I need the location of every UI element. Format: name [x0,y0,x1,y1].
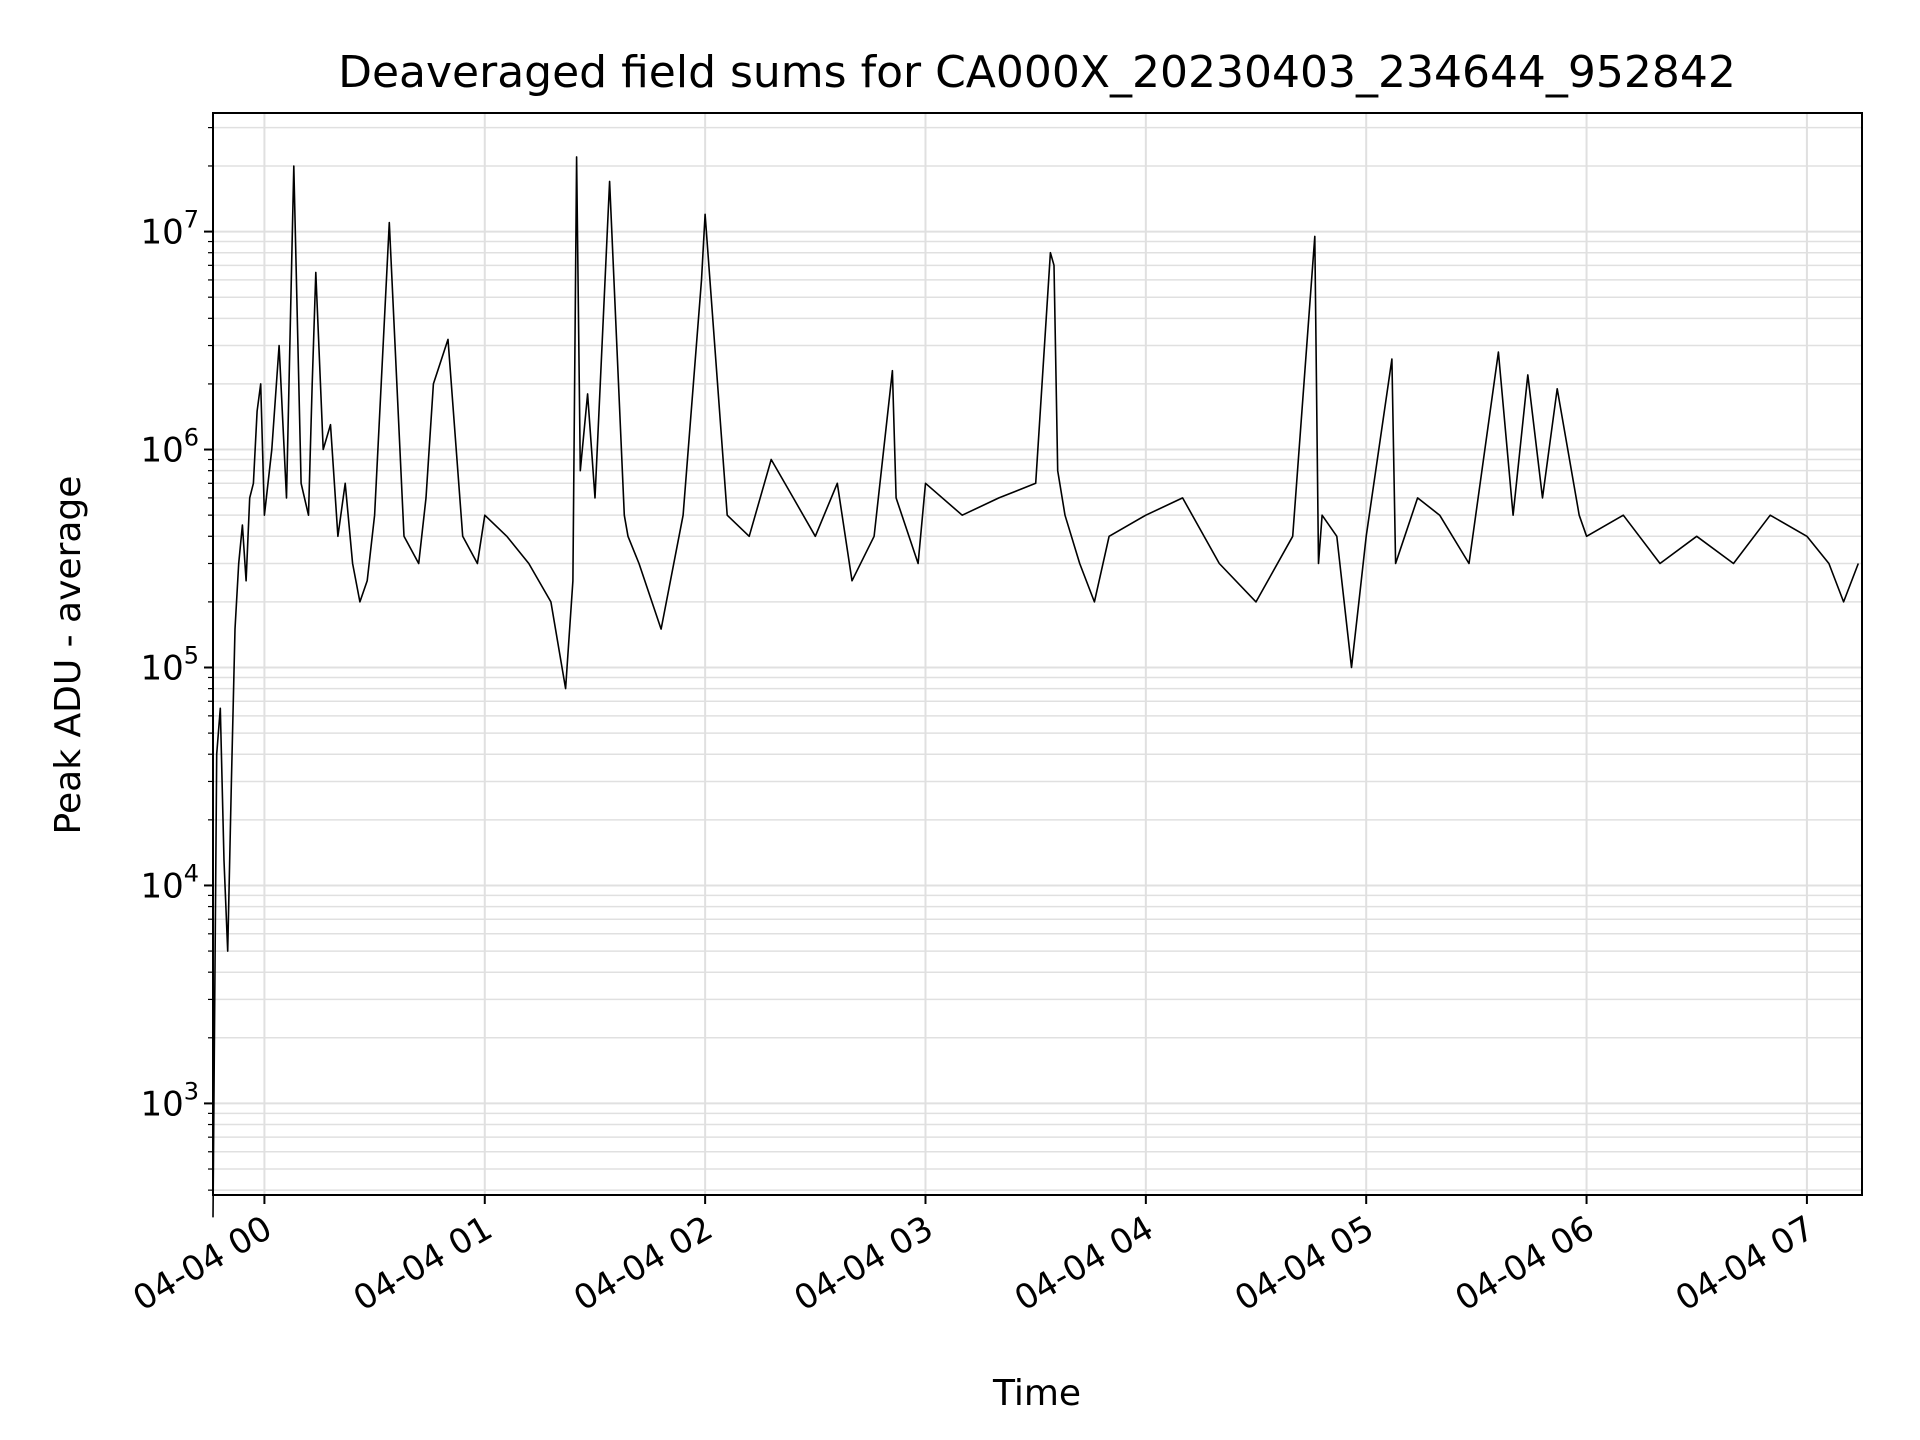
series-line [212,156,1860,1218]
y-axis-label: Peak ADU - average [48,476,89,835]
x-axis-label: Time [992,1373,1081,1414]
y-tick-label: 104 [140,859,199,906]
series-layer [212,156,1860,1218]
grid [213,113,1862,1195]
y-tick-label: 103 [140,1077,199,1124]
y-axis: 103 104 105 106 107 [140,126,213,1191]
y-tick-label: 106 [140,424,199,471]
y-tick-label: 105 [140,641,199,688]
y-tick-label: 107 [140,206,199,253]
plot-frame [212,112,1863,1196]
chart-title: Deaveraged field sums for CA000X_2023040… [338,47,1736,98]
